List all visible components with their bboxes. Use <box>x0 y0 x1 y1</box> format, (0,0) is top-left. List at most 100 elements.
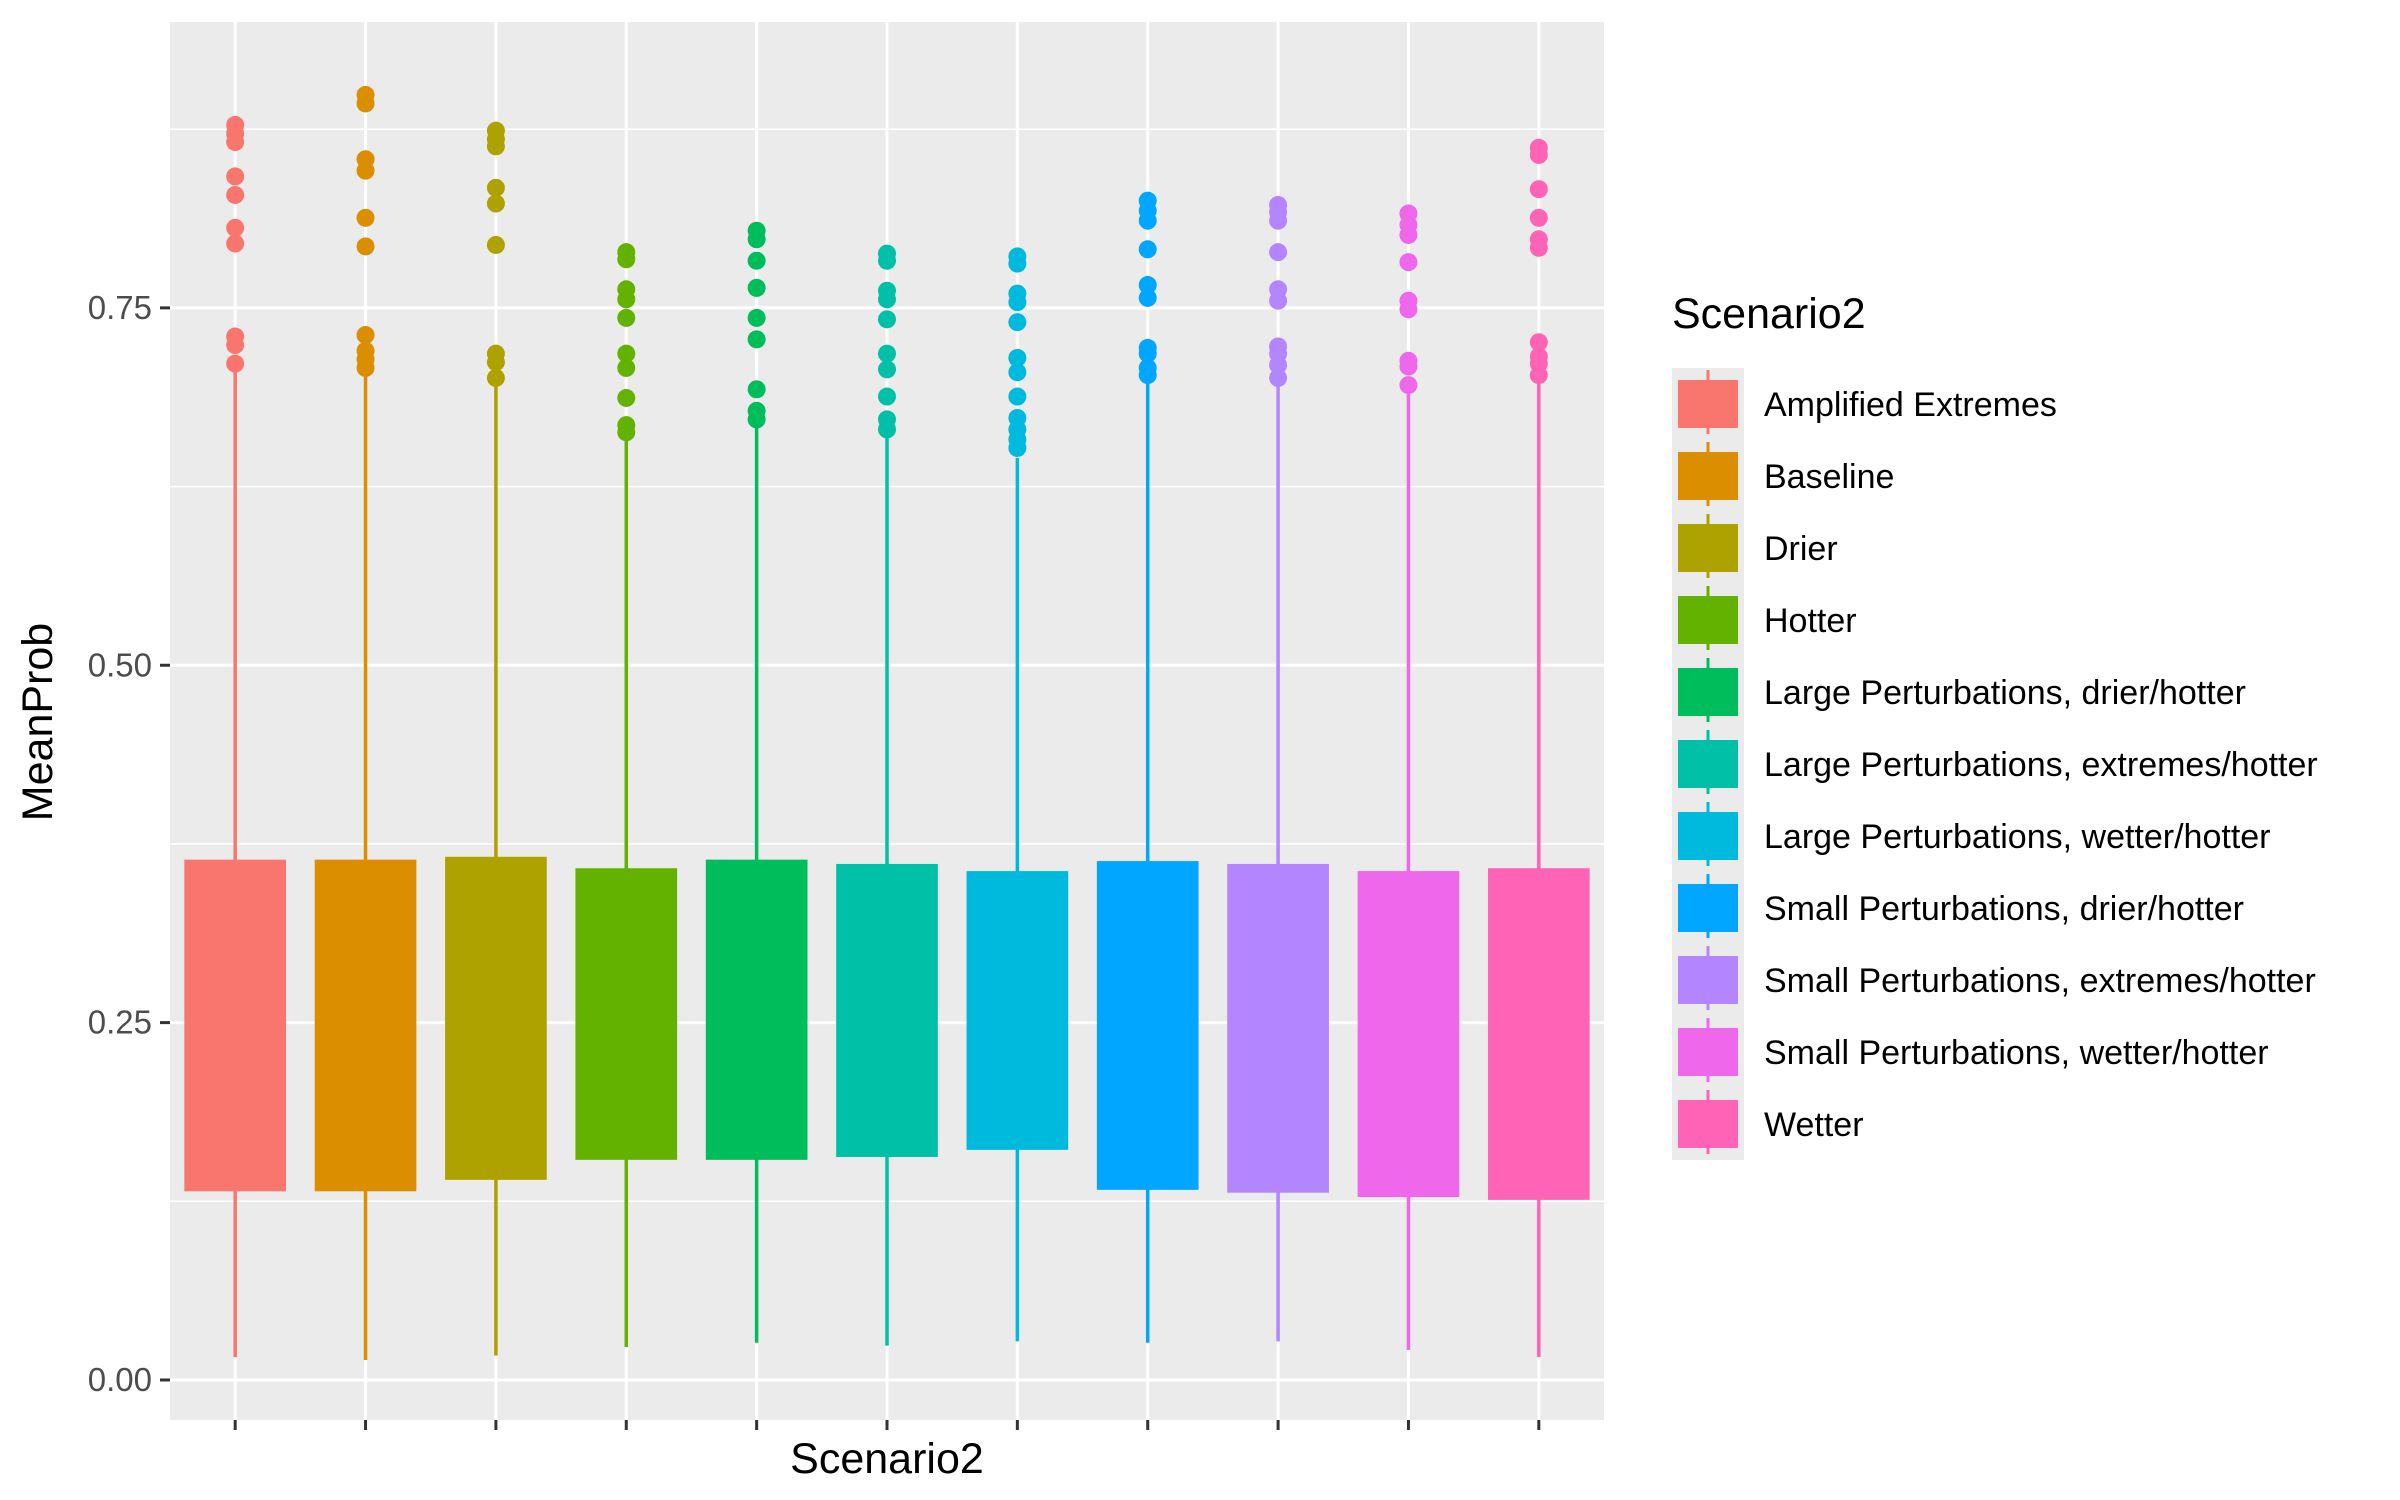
outlier-point <box>617 388 636 407</box>
outlier-point <box>226 234 245 253</box>
legend-item: Baseline <box>1678 442 1894 510</box>
outlier-point <box>747 251 766 270</box>
legend-item: Large Perturbations, wetter/hotter <box>1678 802 2271 870</box>
x-axis <box>233 1420 1541 1430</box>
outlier-point <box>486 353 505 372</box>
box-group <box>1096 191 1199 1343</box>
outlier-point <box>1529 208 1548 227</box>
box-group <box>184 115 287 1358</box>
legend-label: Small Perturbations, drier/hotter <box>1764 890 2244 928</box>
legend-item: Hotter <box>1678 586 1857 654</box>
box-group <box>314 85 417 1360</box>
outlier-point <box>1008 387 1027 406</box>
legend-key-swatch <box>1678 740 1738 788</box>
legend-label: Wetter <box>1764 1106 1864 1144</box>
legend-label: Small Perturbations, extremes/hotter <box>1764 962 2316 1000</box>
legend-key-swatch <box>1678 1028 1738 1076</box>
y-tick-label: 0.50 <box>88 646 152 683</box>
outlier-point <box>1138 211 1157 230</box>
y-axis: 0.00 0.25 0.50 0.75 <box>88 289 170 1398</box>
y-tick-label: 0.00 <box>88 1361 152 1398</box>
legend-key-swatch <box>1678 668 1738 716</box>
outlier-point <box>486 235 505 254</box>
outlier-point <box>878 290 896 309</box>
outlier-point <box>617 308 636 327</box>
outlier-point <box>1138 366 1157 385</box>
outlier-point <box>1399 357 1418 376</box>
outlier-point <box>1138 240 1157 259</box>
outlier-point <box>617 344 636 363</box>
outlier-point <box>486 137 505 156</box>
legend-key-swatch <box>1678 452 1738 500</box>
box <box>445 856 547 1180</box>
legend-label: Baseline <box>1764 458 1894 496</box>
outlier-point <box>878 251 896 270</box>
outlier-point <box>747 278 766 297</box>
outlier-point <box>1138 344 1157 363</box>
legend-key-swatch <box>1678 884 1738 932</box>
outlier-point <box>1269 243 1288 262</box>
legend-item: Drier <box>1678 514 1838 582</box>
legend-item: Amplified Extremes <box>1678 370 2057 438</box>
legend-item: Wetter <box>1678 1090 1864 1158</box>
y-axis-title: MeanProb <box>14 623 62 821</box>
outlier-point <box>1008 438 1027 457</box>
outlier-point <box>226 167 245 186</box>
legend-label: Drier <box>1764 530 1838 568</box>
box <box>314 859 417 1192</box>
outlier-point <box>356 208 375 227</box>
box <box>1227 863 1329 1193</box>
outlier-point <box>356 161 375 180</box>
outlier-point <box>1529 333 1548 352</box>
legend-key-swatch <box>1678 380 1738 428</box>
outlier-point <box>878 360 896 379</box>
outlier-point <box>1529 180 1548 199</box>
outlier-point <box>356 237 375 256</box>
outlier-point <box>226 218 245 237</box>
outlier-point <box>356 94 375 113</box>
outlier-point <box>1008 313 1027 332</box>
outlier-point <box>1008 254 1027 273</box>
outlier-point <box>747 330 766 349</box>
y-tick-label: 0.75 <box>88 289 152 326</box>
legend: Scenario2 Amplified Extremes Baseline Drie… <box>1672 290 2318 1160</box>
box <box>836 863 938 1157</box>
box <box>575 868 678 1160</box>
outlier-point <box>1529 238 1548 257</box>
legend-title: Scenario2 <box>1672 290 1866 338</box>
outlier-point <box>1008 293 1027 312</box>
legend-key-swatch <box>1678 524 1738 572</box>
outlier-point <box>226 185 245 204</box>
outlier-point <box>1269 368 1288 387</box>
box-group <box>966 247 1069 1342</box>
box-group <box>836 244 938 1346</box>
outlier-point <box>226 354 245 373</box>
outlier-point <box>1008 348 1027 367</box>
legend-label: Large Perturbations, drier/hotter <box>1764 674 2246 712</box>
outlier-point <box>486 368 505 387</box>
legend-key-swatch <box>1678 1100 1738 1148</box>
box-group <box>1487 138 1590 1358</box>
outlier-point <box>356 358 375 377</box>
outlier-point <box>1399 225 1418 244</box>
outlier-point <box>1269 211 1288 230</box>
outlier-point <box>1269 291 1288 310</box>
outlier-point <box>1138 276 1157 295</box>
box-group <box>575 243 678 1348</box>
box <box>705 859 808 1160</box>
outlier-point <box>878 387 896 406</box>
legend-item: Large Perturbations, drier/hotter <box>1678 658 2246 726</box>
outlier-point <box>617 423 636 442</box>
legend-label: Small Perturbations, wetter/hotter <box>1764 1034 2269 1072</box>
legend-item: Large Perturbations, extremes/hotter <box>1678 730 2318 798</box>
outlier-point <box>486 178 505 197</box>
legend-item: Small Perturbations, wetter/hotter <box>1678 1018 2269 1086</box>
outlier-point <box>878 420 896 439</box>
box <box>1096 861 1199 1190</box>
outlier-point <box>1399 376 1418 395</box>
box-group <box>705 221 808 1343</box>
box <box>1487 868 1590 1200</box>
legend-label: Large Perturbations, wetter/hotter <box>1764 818 2271 856</box>
x-axis-title: Scenario2 <box>790 1435 984 1483</box>
box-group <box>1357 204 1460 1350</box>
